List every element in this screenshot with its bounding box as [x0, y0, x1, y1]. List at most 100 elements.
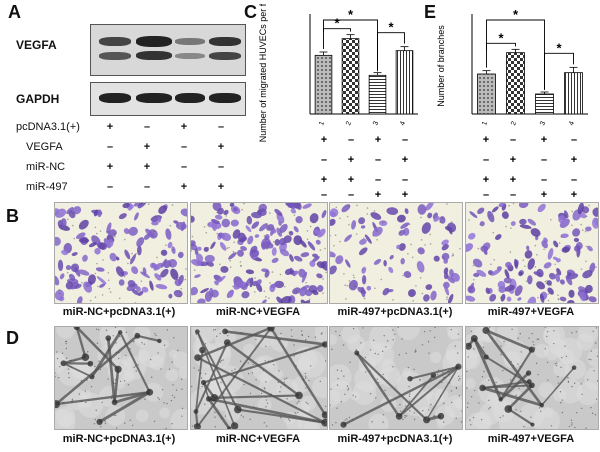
panel-label-c: C [244, 2, 257, 22]
chart-c-sig-star: * [348, 7, 354, 22]
chart-c-sig-star: * [334, 16, 340, 31]
chart-c-ylabel: Number of migrated HUVECs per field [258, 4, 268, 142]
chart-c-sign: + [348, 174, 354, 186]
treatment-sign: + [180, 181, 188, 193]
tube-image-2 [190, 326, 328, 430]
caption-b-2: miR-NC+VEGFA [215, 306, 301, 318]
chart-c-sign: + [402, 189, 408, 200]
transwell-image-2 [190, 202, 328, 304]
treatment-sign: – [180, 161, 188, 173]
chart-c-sign: – [402, 174, 408, 186]
chart-e-bar [564, 72, 583, 115]
chart-e-sig-star: * [498, 30, 504, 45]
chart-e-sig-star: * [513, 7, 519, 22]
chart-c-sign: – [375, 174, 381, 186]
gapdh-blot [90, 82, 246, 116]
treatment-sign: + [143, 141, 151, 153]
chart-e-sig-bracket [486, 42, 516, 68]
chart-c-sign: – [321, 189, 327, 200]
chart-c-tick-label: 2 [345, 120, 353, 126]
chart-e-sign: – [510, 189, 516, 200]
treatment-label: miR-NC [26, 161, 66, 173]
panel-label-e: E [424, 2, 437, 22]
treatment-label: miR-497 [26, 181, 68, 193]
chart-e-sign: + [510, 154, 516, 166]
treatment-sign: – [217, 121, 225, 133]
chart-e-ylabel: Number of branches [436, 25, 446, 107]
treatment-sign: – [106, 141, 114, 153]
chart-c-tick-label: 4 [399, 120, 407, 126]
caption-d-2: miR-NC+VEGFA [215, 433, 301, 445]
caption-b-1: miR-NC+pcDNA3.1(+) [62, 306, 176, 318]
wb-label-gapdh: GAPDH [16, 92, 60, 106]
chart-c-bar [341, 38, 360, 115]
caption-b-4: miR-497+VEGFA [487, 306, 575, 318]
tube-image-3 [329, 326, 463, 430]
vegfa-blot [90, 24, 246, 76]
treatment-label: VEGFA [26, 141, 63, 153]
caption-b-3: miR-497+pcDNA3.1(+) [337, 306, 453, 318]
caption-d-3: miR-497+pcDNA3.1(+) [337, 433, 453, 445]
chart-c-sign: – [348, 189, 354, 200]
treatment-label: pcDNA3.1(+) [16, 121, 80, 133]
chart-e-sign: – [483, 189, 489, 200]
tube-image-4 [465, 326, 599, 430]
chart-e-sign: – [541, 154, 547, 166]
chart-e-sig-star: * [556, 40, 562, 55]
panel-label-b: B [6, 206, 19, 226]
chart-e-sign: + [571, 189, 577, 200]
chart-e-sign: + [483, 174, 489, 186]
chart-e-sign: – [541, 174, 547, 186]
chart-c-sign: – [348, 134, 354, 146]
wb-label-vegfa: VEGFA [16, 38, 57, 52]
chart-e-bar [535, 93, 554, 115]
chart-c-sig-bracket [323, 19, 378, 72]
chart-c-tick-label: 1 [318, 120, 326, 126]
chart-e-tick-label: 4 [568, 120, 576, 126]
treatment-sign: – [217, 161, 225, 173]
chart-c-sign: – [375, 154, 381, 166]
chart-e-bar [477, 73, 496, 115]
treatment-sign: + [143, 161, 151, 173]
treatment-sign: – [143, 121, 151, 133]
treatment-sign: + [106, 161, 114, 173]
chart-c-tick-label: 3 [372, 120, 380, 126]
panel-label-d: D [6, 328, 19, 348]
chart-e-sign: – [571, 134, 577, 146]
chart-c-bar [395, 50, 414, 115]
chart-e-sign: + [541, 134, 547, 146]
chart-c-sig-star: * [388, 20, 394, 35]
treatment-sign: – [180, 141, 188, 153]
chart-c-bar [314, 54, 333, 115]
treatment-sign: – [143, 181, 151, 193]
tube-image-1 [54, 326, 188, 430]
treatment-sign: – [106, 181, 114, 193]
chart-c-sign: + [402, 154, 408, 166]
chart-e-sign: + [571, 154, 577, 166]
chart-e-sign: – [510, 134, 516, 146]
chart-c-sign: – [402, 134, 408, 146]
chart-c-sign: + [321, 174, 327, 186]
chart-c-sign: + [375, 189, 381, 200]
chart-c-sig-bracket [323, 28, 351, 49]
chart-e-sign: + [510, 174, 516, 186]
chart-e: Number of branches 1 2 3 4 * * * + – + – – + –… [436, 7, 588, 200]
treatment-sign: + [217, 181, 225, 193]
chart-e-sign: + [483, 134, 489, 146]
chart-e-sign: – [483, 154, 489, 166]
caption-d-1: miR-NC+pcDNA3.1(+) [62, 433, 176, 445]
panel-label-a: A [8, 2, 21, 22]
chart-e-bar [506, 52, 525, 115]
chart-e-sig-bracket [486, 19, 545, 90]
transwell-image-3 [329, 202, 463, 304]
chart-e-sign: – [571, 174, 577, 186]
chart-c-sign: – [321, 154, 327, 166]
chart-e-sign: + [541, 189, 547, 200]
caption-d-4: miR-497+VEGFA [487, 433, 575, 445]
chart-e-tick-label: 2 [510, 120, 518, 126]
treatment-sign: + [180, 121, 188, 133]
transwell-image-1 [54, 202, 188, 304]
chart-c-sign: + [375, 134, 381, 146]
treatment-sign: + [217, 141, 225, 153]
chart-c-bar [368, 74, 387, 115]
